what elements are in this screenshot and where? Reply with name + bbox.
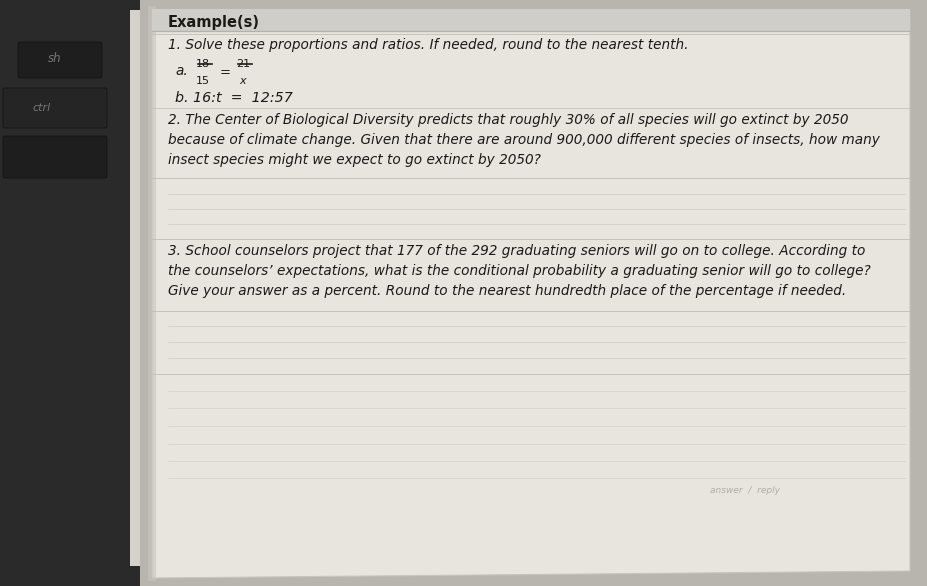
Text: sh: sh: [48, 53, 62, 66]
Bar: [148, 6, 156, 581]
Text: 2. The Center of Biological Diversity predicts that roughly 30% of all species w: 2. The Center of Biological Diversity pr…: [168, 113, 880, 167]
Text: 15: 15: [196, 76, 210, 86]
Text: 1. Solve these proportions and ratios. If needed, round to the nearest tenth.: 1. Solve these proportions and ratios. I…: [168, 38, 689, 52]
Text: 18: 18: [196, 59, 210, 69]
Text: 21: 21: [236, 59, 250, 69]
Text: 3. School counselors project that 177 of the 292 graduating seniors will go on t: 3. School counselors project that 177 of…: [168, 244, 870, 298]
Text: =: =: [220, 66, 231, 79]
FancyBboxPatch shape: [3, 88, 107, 128]
Bar: [130, 10, 148, 566]
FancyBboxPatch shape: [18, 42, 102, 78]
Bar: [145, 11, 151, 571]
Text: a.: a.: [175, 64, 188, 78]
Bar: [140, 0, 927, 586]
Bar: [152, 9, 910, 31]
FancyBboxPatch shape: [3, 136, 107, 178]
Text: ctrl: ctrl: [32, 103, 51, 113]
Text: b. 16:t  =  12:57: b. 16:t = 12:57: [175, 91, 293, 105]
Text: x: x: [240, 76, 247, 86]
Bar: [0, 0, 140, 586]
Text: answer  /  reply: answer / reply: [710, 486, 780, 495]
Text: Example(s): Example(s): [168, 15, 260, 30]
Polygon shape: [152, 11, 910, 578]
